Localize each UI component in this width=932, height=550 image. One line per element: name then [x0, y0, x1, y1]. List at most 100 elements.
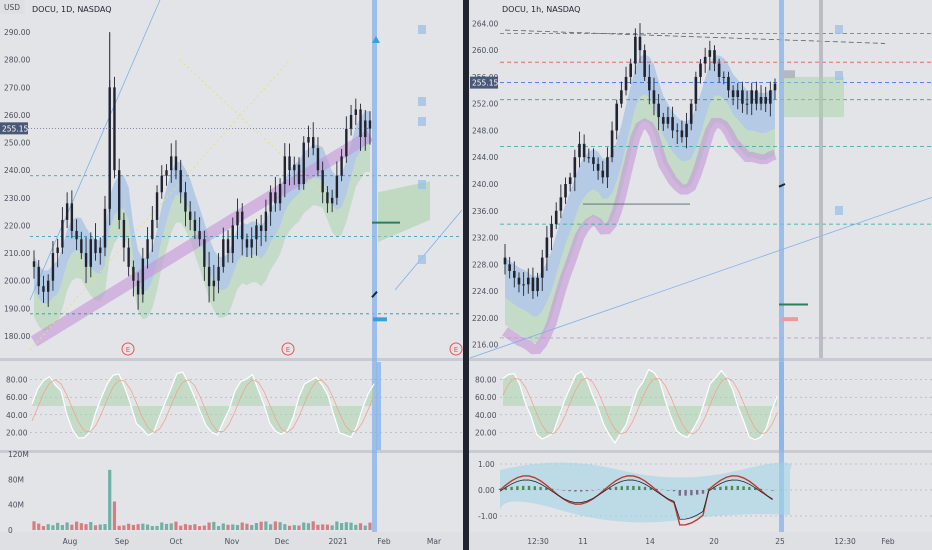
right-macd-histogram-bar [504, 487, 507, 490]
right-candle-body [564, 184, 567, 198]
left-volume-bar [278, 522, 282, 530]
left-candle-body [236, 211, 239, 226]
left-candle-body [274, 192, 277, 204]
left-signal-tag [418, 255, 426, 264]
right-macd-histogram-bar [626, 485, 629, 490]
right-chart-title: DOCU, 1h, NASDAQ [502, 5, 580, 14]
right-candle-body [531, 277, 535, 292]
left-candle-body [217, 266, 220, 281]
right-macd-histogram-bar [719, 486, 722, 490]
left-price-tick: 210.00 [4, 249, 30, 258]
left-volume-bar [56, 522, 60, 530]
right-candle-body [592, 157, 595, 164]
right-candle-body [610, 130, 614, 158]
right-osc-line [502, 368, 778, 444]
right-candle-body [745, 103, 749, 105]
left-candle-body [99, 247, 102, 254]
left-candle-body [46, 280, 50, 292]
earnings-marker-label: E [126, 346, 130, 354]
left-signal-tag [418, 117, 426, 126]
right-candle-body [596, 163, 600, 171]
right-macd-tick: -1.00 [478, 512, 498, 521]
pane-divider [463, 0, 469, 550]
left-candle-body [269, 192, 272, 212]
left-projection-line [394, 209, 463, 291]
left-candle-body [250, 239, 253, 248]
right-macd-histogram-bar [638, 486, 641, 490]
right-candle-body [671, 117, 674, 131]
right-candle-body [680, 130, 684, 138]
right-osc-signal [502, 377, 778, 435]
right-candle-body [513, 271, 516, 278]
left-volume-bar [269, 524, 273, 530]
left-vol-tick: 80M [8, 475, 24, 484]
right-candle-body [703, 56, 707, 64]
left-candle-body [141, 258, 145, 295]
left-marker-blue [373, 317, 387, 322]
left-candle-body [127, 247, 130, 267]
right-price-tick: 224.00 [472, 287, 498, 296]
left-candle-body [222, 239, 225, 267]
left-volume-bar [169, 523, 173, 530]
right-candle-body [554, 210, 558, 225]
left-candle-body [193, 219, 197, 231]
left-volume-bar [198, 526, 202, 530]
left-candle-body [231, 225, 234, 254]
right-candle-body [694, 76, 698, 104]
left-osc-area [32, 372, 375, 439]
left-volume-bar [311, 521, 315, 530]
right-osc-tick: 80.00 [475, 376, 497, 385]
left-candle-body [349, 114, 353, 129]
right-candle-body [717, 63, 721, 77]
right-macd-histogram-bar [516, 486, 519, 490]
left-volume-bar [46, 524, 50, 530]
right-macd-histogram-bar [585, 490, 589, 492]
left-candle-body [174, 156, 178, 171]
right-candle-body [624, 76, 628, 91]
left-volume-bar [344, 522, 348, 530]
left-candle-body [117, 170, 121, 220]
right-price-tick: 236.00 [472, 207, 498, 216]
left-volume-bar [193, 524, 197, 530]
left-candle-body [326, 192, 329, 204]
left-candle-body [307, 137, 310, 143]
right-price-tick: 228.00 [472, 260, 498, 269]
right-candle-body [713, 50, 716, 64]
left-price-tick: 240.00 [4, 166, 30, 175]
right-signal-tag [835, 25, 843, 34]
right-osc-area [503, 369, 778, 443]
left-chart-title: DOCU, 1D, NASDAQ [32, 5, 112, 14]
left-volume-bar [340, 523, 344, 530]
right-candle-body [685, 123, 688, 138]
left-candle-body [61, 219, 64, 248]
left-volume-bar [150, 526, 154, 530]
right-session-band [819, 0, 823, 358]
left-candle-body [198, 230, 201, 240]
right-candle-body [503, 257, 507, 265]
left-volume-bar [306, 523, 311, 530]
left-volume-bar [287, 525, 292, 530]
left-candle-body [297, 164, 301, 184]
left-time-tick: Nov [225, 537, 240, 546]
right-slow-ma-band [502, 117, 777, 355]
right-macd-histogram-bar [632, 485, 635, 490]
right-price-tick: 216.00 [472, 341, 498, 350]
left-candle-body [188, 211, 192, 220]
left-candle-body [288, 156, 291, 171]
right-candle-body [629, 63, 632, 77]
right-candle-body [736, 90, 740, 97]
right-price-tick: 244.00 [472, 153, 498, 162]
left-volume-bar [240, 522, 244, 530]
right-osc-tick: 60.00 [475, 393, 497, 402]
left-candle-body [122, 219, 126, 248]
left-candle-body [65, 203, 69, 220]
left-volume-bar [98, 524, 102, 530]
left-candle-body [84, 253, 88, 267]
left-volume-bar [273, 521, 277, 530]
left-trendline [29, 0, 161, 301]
right-macd-histogram-bar [620, 486, 623, 490]
left-osc-tick: 60.00 [6, 393, 28, 402]
left-vol-tick: 40M [8, 501, 24, 510]
right-macd-histogram-bar [713, 487, 716, 490]
